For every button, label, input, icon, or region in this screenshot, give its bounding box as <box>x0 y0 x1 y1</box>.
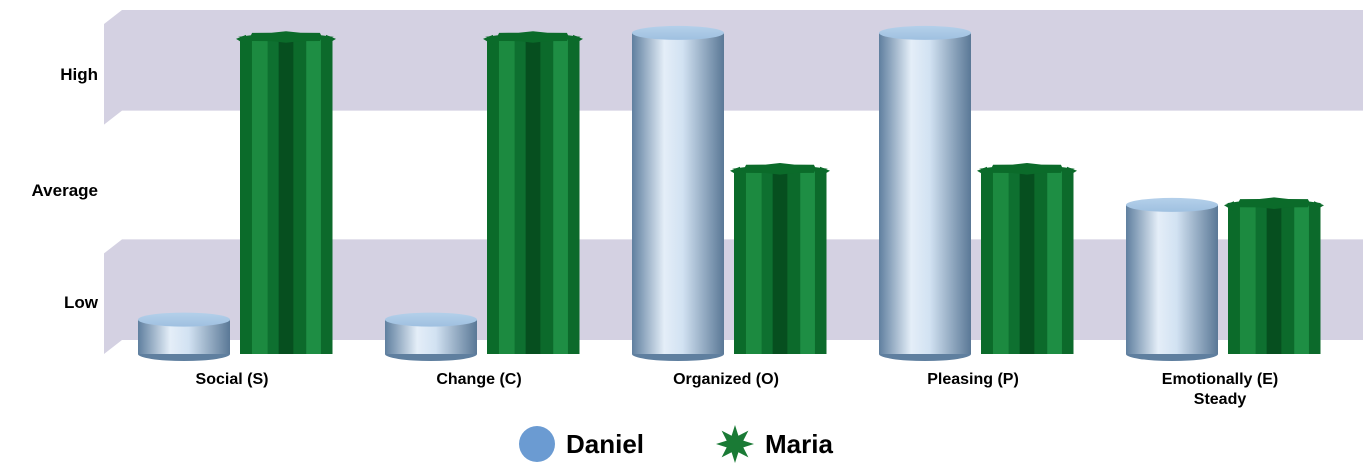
bar-daniel-1 <box>385 312 477 361</box>
star-icon <box>716 425 754 463</box>
bar-maria-4 <box>1224 197 1324 354</box>
x-label-steady: Steady <box>1193 391 1247 408</box>
bar-daniel-4 <box>1126 197 1218 361</box>
bar-maria-0 <box>236 31 336 354</box>
y-label-high: High <box>60 65 98 84</box>
bar-daniel-0 <box>138 312 230 361</box>
x-label-change: Change (C) <box>436 371 522 388</box>
bar-maria-1 <box>483 31 583 354</box>
bar-maria-3 <box>977 163 1077 354</box>
x-label-emotionally: Emotionally (E) <box>1161 371 1279 388</box>
x-label-social: Social (S) <box>195 371 269 388</box>
x-label-pleasing: Pleasing (P) <box>927 371 1019 388</box>
legend-label-daniel: Daniel <box>566 428 645 459</box>
circle-icon <box>519 426 555 462</box>
band-high <box>104 10 1363 125</box>
y-label-low: Low <box>64 293 98 312</box>
y-label-average: Average <box>31 181 98 200</box>
legend-daniel: Daniel <box>518 424 644 464</box>
legend-maria: Maria <box>715 424 833 464</box>
bar-daniel-3 <box>879 25 971 361</box>
bar-daniel-2 <box>632 25 724 361</box>
bar-maria-2 <box>730 163 830 354</box>
x-label-emotionally-steady: Emotionally (E) Steady <box>1110 370 1330 410</box>
legend-label-maria: Maria <box>765 428 833 459</box>
x-label-organized: Organized (O) <box>673 371 779 388</box>
